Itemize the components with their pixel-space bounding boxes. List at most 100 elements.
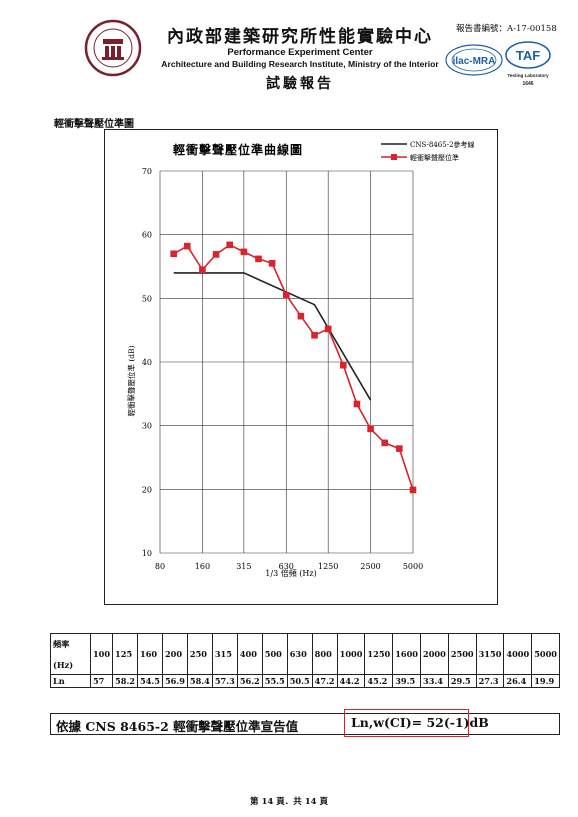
section-title: 輕衝擊聲壓位準圖 (54, 119, 134, 130)
frequency-cell: 400 (236, 633, 263, 675)
measured-data-point (170, 250, 177, 258)
report-number: 報告書編號：A-17-00158 (456, 24, 557, 34)
measured-data-point (311, 331, 318, 339)
measured-data-point (255, 255, 262, 263)
frequency-cell: 800 (311, 633, 338, 675)
taf-logo: TAF Testing Laboratory 1646 (505, 41, 551, 87)
frequency-header-label: 頻率 (53, 638, 70, 649)
x-tick-label: 5000 (403, 562, 423, 571)
institute-name-zh: 內政部建築研究所性能實驗中心 (167, 27, 433, 47)
declaration-value-box (344, 709, 469, 737)
level-cell: 57.3 (211, 673, 238, 688)
level-cell: 33.4 (420, 673, 449, 688)
frequency-cell: 125 (112, 633, 138, 675)
x-tick-label: 160 (195, 562, 210, 571)
declaration-value: Ln,w(CI)= 52(-1)dB (351, 715, 489, 730)
y-axis-label: 輕衝擊聲壓位準 (dB) (126, 345, 136, 416)
frequency-header: 頻率 (Hz) (50, 633, 91, 675)
institute-name-en-line2: Architecture and Building Research Insti… (161, 59, 439, 69)
chart-legend: CNS-8465-2參考線 輕衝擊聲壓位準 (381, 140, 475, 162)
frequency-cell: 100 (89, 633, 114, 675)
y-tick-label: 30 (142, 422, 152, 431)
frequency-table: 頻率 (Hz) 100 125 160 200 250 315 400 500 630 800 10… (50, 633, 560, 688)
frequency-header-unit: (Hz) (53, 659, 74, 670)
level-cell: 56.2 (236, 673, 263, 688)
taf-logo-text: TAF (516, 48, 540, 63)
institute-seal-logo (84, 19, 142, 77)
frequency-cell: 5000 (531, 633, 560, 675)
y-tick-label: 20 (142, 485, 152, 494)
y-tick-label: 60 (142, 231, 152, 240)
measured-data-point (396, 445, 403, 452)
declaration-bar (50, 713, 560, 735)
legend-label-measured: 輕衝擊聲壓位準 (410, 153, 459, 162)
frequency-cell: 2500 (447, 633, 477, 675)
measured-data-point (199, 266, 206, 273)
frequency-cell: 160 (137, 633, 163, 675)
level-cell: 58.4 (186, 673, 213, 688)
measured-data-point (324, 325, 332, 333)
x-tick-label: 315 (236, 562, 251, 571)
frequency-cell: 315 (211, 633, 238, 675)
x-tick-label: 630 (279, 562, 294, 571)
level-cell: 39.5 (392, 673, 422, 688)
ilac-logo-text: ilac-MRA (453, 56, 496, 67)
legend-label-reference: CNS-8465-2參考線 (410, 140, 475, 149)
frequency-cell: 2000 (420, 633, 449, 675)
level-cell: 26.4 (503, 673, 533, 688)
frequency-cell: 1000 (336, 633, 366, 675)
impact-sound-chart: 10 20 30 40 50 60 70 80 160 315 630 1250 2500 5000 輕衝… (126, 140, 475, 578)
level-cell: 58.2 (112, 673, 138, 688)
level-cell: 29.5 (447, 673, 477, 688)
x-axis-label: 1/3 倍頻 (Hz) (265, 568, 316, 578)
frequency-cell: 1600 (392, 633, 422, 675)
level-cell: 57 (89, 673, 114, 688)
measured-data-point (240, 248, 248, 256)
x-tick-label: 1250 (318, 562, 338, 571)
declaration-text: 依據 CNS 8465-2 輕衝擊聲壓位準宣告值 (56, 719, 299, 734)
level-cell: 56.9 (161, 673, 188, 688)
y-tick-label: 70 (142, 167, 152, 176)
level-cell: 45.2 (364, 673, 394, 688)
measured-curve-line (173, 243, 414, 491)
taf-logo-subtitle: Testing Laboratory (507, 73, 549, 78)
level-row: Ln 57 58.2 54.5 56.9 58.4 57.3 56.2 55.5 50.5 47.… (50, 673, 560, 688)
level-cell: 19.9 (531, 673, 560, 688)
level-header: Ln (50, 673, 91, 688)
level-cell: 44.2 (336, 673, 366, 688)
level-header-label: Ln (53, 675, 65, 686)
measured-data-point (212, 251, 220, 258)
frequency-cell: 200 (161, 633, 188, 675)
frequency-cell: 250 (186, 633, 213, 675)
level-cell: 27.3 (475, 673, 505, 688)
measured-data-point (353, 400, 361, 408)
measured-data-point (268, 260, 276, 267)
frequency-cell: 1250 (364, 633, 394, 675)
frequency-row: 頻率 (Hz) 100 125 160 200 250 315 400 500 630 800 10… (50, 633, 560, 675)
ilac-mra-logo: ilac-MRA (445, 44, 503, 76)
level-cell: 50.5 (286, 673, 313, 688)
frequency-cell: 630 (286, 633, 313, 675)
level-cell: 55.5 (261, 673, 288, 688)
measured-data-point (226, 241, 234, 249)
y-tick-label: 40 (142, 358, 152, 367)
report-title: 試驗報告 (266, 76, 334, 92)
page-footer: 第 14 頁．共 14 頁 (250, 797, 328, 807)
measured-data-point (184, 242, 191, 250)
frequency-cell: 500 (261, 633, 288, 675)
frequency-cell: 4000 (503, 633, 533, 675)
level-cell: 54.5 (137, 673, 163, 688)
legend-marker-measured (391, 154, 397, 160)
x-tick-label: 80 (155, 562, 165, 571)
measured-data-point (409, 486, 417, 494)
frequency-cell: 3150 (475, 633, 505, 675)
chart-title: 輕衝擊聲壓位準曲線圖 (173, 142, 303, 157)
taf-logo-number: 1646 (522, 81, 533, 87)
reference-curve-line (173, 272, 372, 401)
level-cell: 47.2 (311, 673, 338, 688)
measured-data-point (282, 291, 290, 299)
measured-data-point (381, 439, 389, 447)
y-tick-label: 50 (142, 294, 152, 303)
measured-data-point (367, 425, 374, 433)
y-tick-label: 10 (142, 549, 152, 558)
